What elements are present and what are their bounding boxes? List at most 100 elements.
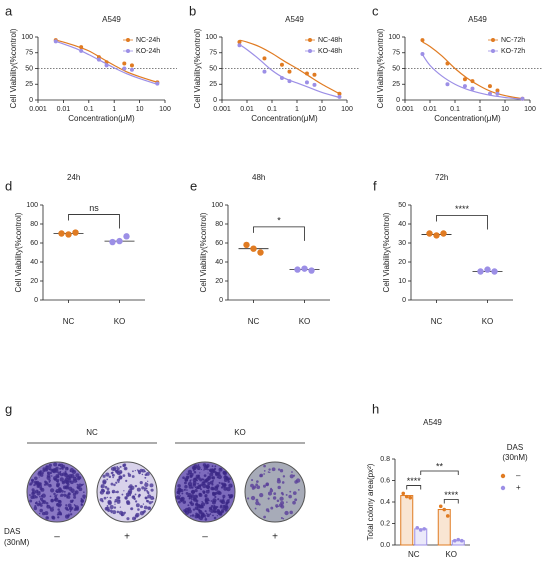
colony [137, 470, 142, 474]
data-point [459, 538, 464, 543]
colony [67, 503, 72, 508]
colony [228, 477, 231, 481]
y-tick-label: 0 [219, 297, 223, 304]
colony [279, 469, 284, 473]
x-tick-label: 1 [112, 106, 116, 113]
colony [35, 496, 38, 499]
colony [214, 465, 217, 468]
colony [297, 488, 300, 491]
y-tick-label: 80 [215, 221, 223, 228]
colony [35, 501, 38, 505]
y-axis-label: Cell Viability(%control) [9, 28, 18, 108]
y-axis-label: Cell Viability(%control) [14, 212, 23, 292]
significance-label: **** [407, 476, 422, 486]
data-point [304, 71, 309, 76]
data-point [408, 495, 413, 500]
colony [31, 488, 35, 492]
colony [55, 466, 59, 470]
colony [52, 469, 54, 472]
colony [288, 494, 292, 499]
fit-curve [422, 41, 523, 100]
colony [37, 490, 39, 492]
data-point [495, 91, 500, 96]
colony [29, 494, 31, 496]
colony [220, 504, 223, 507]
colony [112, 476, 114, 479]
colony-plate [244, 461, 306, 523]
colony [180, 488, 184, 493]
colony [42, 501, 45, 503]
data-point [404, 494, 409, 499]
colony [147, 492, 150, 495]
data-point [422, 527, 427, 531]
colony [50, 488, 55, 493]
colony [144, 473, 148, 477]
colony [295, 478, 301, 483]
colony [195, 512, 198, 516]
colony [50, 475, 53, 477]
colony [200, 468, 202, 471]
colony-plate [26, 461, 88, 523]
colony [183, 509, 187, 513]
chart-title: A549 [468, 15, 487, 24]
colony [100, 492, 102, 494]
colony [141, 486, 145, 490]
row-label: DAS [4, 527, 20, 536]
colony [57, 508, 60, 511]
colony [262, 484, 267, 488]
colony [269, 488, 274, 493]
legend-marker [126, 49, 130, 53]
colony [60, 513, 63, 516]
colony [185, 510, 190, 515]
chart-title: 48h [252, 173, 265, 182]
data-point [237, 43, 242, 48]
x-axis-label: Concentration(μM) [68, 114, 135, 123]
significance-bracket [420, 470, 459, 475]
treatment-sign: + [124, 532, 130, 543]
colony [48, 479, 51, 482]
colony [270, 506, 274, 510]
colony [191, 514, 195, 517]
colony [276, 499, 280, 503]
colony [185, 492, 189, 495]
x-tick-label: 0.01 [240, 106, 254, 113]
colony [118, 481, 120, 484]
colony [179, 495, 181, 497]
colony [210, 500, 213, 502]
significance-bracket [443, 499, 459, 504]
colony [63, 490, 66, 493]
colony [188, 484, 193, 489]
colony [83, 497, 85, 500]
significance-label: **** [455, 204, 470, 214]
colony [136, 469, 139, 471]
chart-title: 72h [435, 173, 448, 182]
colony [106, 487, 110, 491]
y-tick-label: 50 [392, 65, 400, 72]
colony-plate [96, 461, 158, 523]
colony [205, 484, 210, 489]
colony [64, 485, 70, 490]
colony [45, 516, 49, 520]
colony [56, 513, 59, 516]
colony [294, 498, 298, 502]
colony [282, 475, 286, 478]
colony [38, 502, 42, 506]
colony [196, 476, 201, 480]
data-point [122, 66, 127, 71]
colony [120, 471, 123, 474]
colony [201, 501, 203, 503]
colony [152, 497, 155, 500]
colony [223, 486, 228, 491]
data-point [262, 56, 267, 61]
data-point [58, 230, 65, 237]
panel-letter: a [5, 3, 13, 18]
colony [256, 485, 261, 490]
y-tick-label: 50 [398, 202, 406, 209]
colony [100, 486, 103, 488]
colony [247, 497, 250, 500]
colony [49, 495, 52, 498]
colony [196, 508, 199, 510]
x-axis-label: Concentration(μM) [251, 114, 318, 123]
colony [281, 481, 285, 484]
colony [187, 495, 190, 498]
